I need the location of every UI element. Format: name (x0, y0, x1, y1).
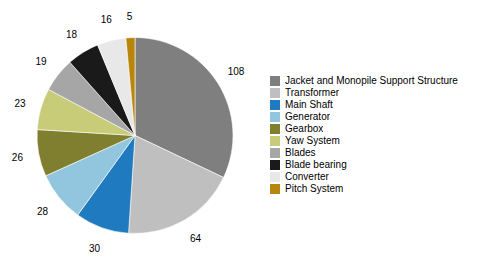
html-text:Main Shaft: Main Shaft (285, 99, 333, 110)
html-text:Jacket and Monopile Support St: Jacket and Monopile Support Structure (285, 75, 458, 86)
svg-text:18: 18 (66, 29, 78, 40)
html-text:Yaw System: Yaw System (285, 135, 340, 146)
html-text:Converter: Converter (285, 171, 329, 182)
html-text:Gearbox: Gearbox (285, 123, 324, 134)
svg-text:19: 19 (35, 56, 47, 67)
html-text:Generator: Generator (285, 111, 330, 122)
svg-text:26: 26 (12, 152, 24, 163)
svg-text:5: 5 (127, 11, 133, 22)
html-text:Blade bearing: Blade bearing (285, 159, 347, 170)
html-text:Blades: Blades (285, 147, 316, 158)
svg-text:23: 23 (14, 98, 26, 109)
html-text:Pitch System: Pitch System (285, 183, 344, 194)
svg-text:30: 30 (89, 243, 101, 254)
html-text:Transformer: Transformer (285, 87, 340, 98)
svg-text:28: 28 (37, 206, 49, 217)
svg-text:108: 108 (228, 66, 245, 77)
svg-text:16: 16 (101, 14, 113, 25)
svg-text:64: 64 (190, 233, 202, 244)
